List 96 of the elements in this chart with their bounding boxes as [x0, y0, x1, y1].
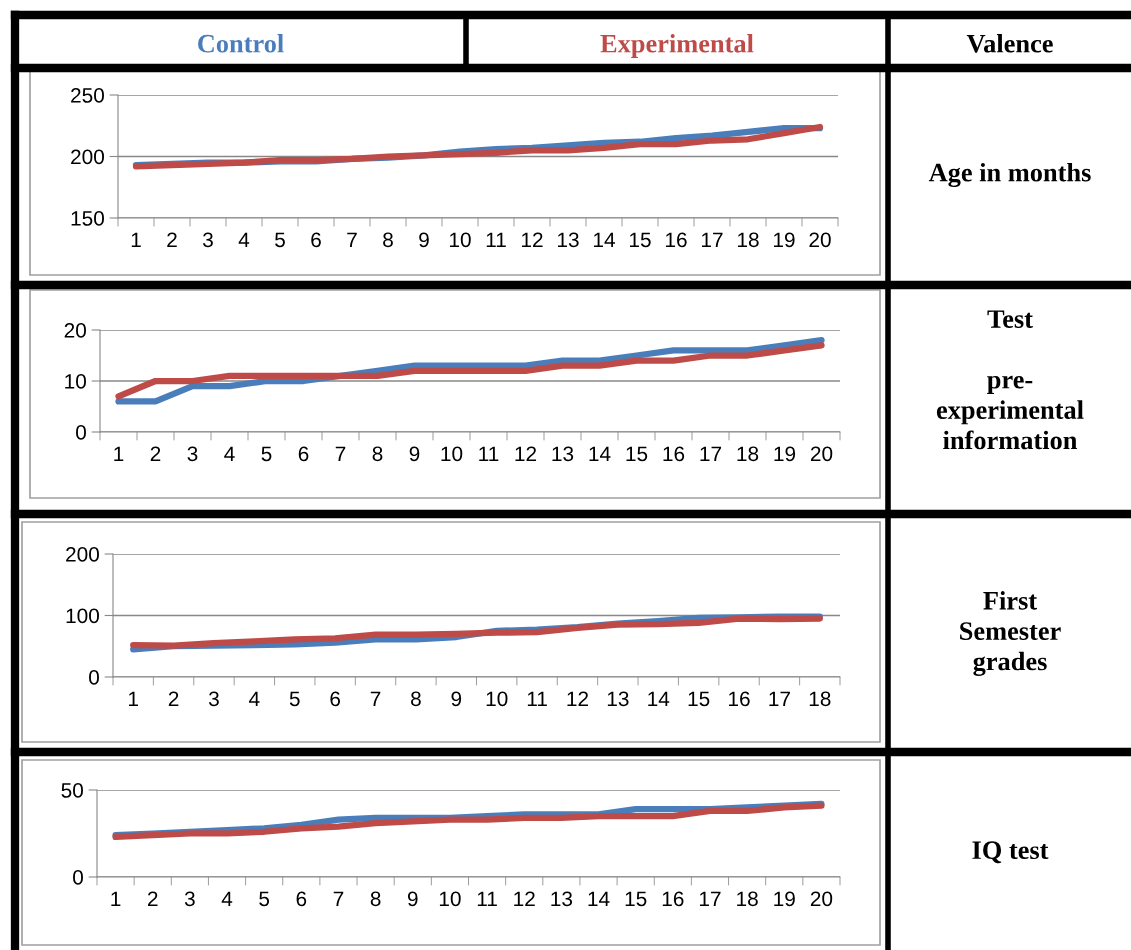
x-tick-label: 14	[594, 232, 615, 247]
x-tick-label: 18	[737, 891, 758, 907]
x-tick-label: 2	[168, 691, 179, 706]
x-tick-label: 1	[128, 691, 138, 706]
x-tick-label: 5	[259, 891, 270, 907]
x-tick-label: 9	[419, 232, 429, 248]
x-tick-label: 9	[407, 891, 418, 907]
x-tick-label: 15	[625, 891, 647, 907]
x-tick-label: 4	[221, 891, 233, 906]
x-tick-label: 10	[486, 691, 508, 707]
x-tick-label: 20	[810, 446, 833, 462]
x-tick-label: 14	[589, 446, 611, 461]
x-tick-label: 10	[441, 446, 463, 462]
x-tick-label: 7	[347, 232, 357, 247]
y-tick-label: 150	[71, 211, 104, 226]
y-tick-label: 250	[71, 88, 104, 103]
text: IQ test	[972, 841, 1049, 864]
x-tick-label: 5	[289, 691, 300, 707]
x-tick-label: 18	[738, 232, 759, 248]
x-tick-label: 4	[249, 691, 260, 706]
x-tick-label: 18	[737, 446, 759, 462]
x-tick-label: 15	[630, 232, 651, 248]
y-tick-label: 0	[76, 425, 86, 440]
x-tick-label: 13	[551, 891, 573, 907]
x-tick-label: 11	[479, 446, 499, 461]
y-tick-label: 200	[66, 547, 99, 562]
x-tick-label: 1	[131, 232, 141, 247]
y-tick-label: 20	[64, 323, 86, 338]
x-tick-label: 3	[187, 446, 198, 462]
x-tick-label: 6	[330, 691, 341, 707]
x-tick-label: 6	[298, 446, 309, 462]
x-tick-label: 11	[486, 232, 506, 247]
x-tick-label: 9	[451, 691, 462, 707]
x-tick-label: 3	[184, 891, 195, 907]
text: First Semester grades	[960, 591, 1061, 676]
x-tick-label: 8	[372, 446, 383, 462]
x-tick-label: 4	[224, 446, 235, 461]
text: Control	[198, 34, 284, 53]
text: Valence	[966, 34, 1053, 53]
x-tick-label: 3	[203, 232, 213, 248]
x-tick-label: 12	[522, 232, 543, 247]
x-tick-label: 10	[439, 891, 461, 907]
y-tick-label: 200	[71, 149, 104, 165]
x-tick-label: 17	[769, 691, 790, 706]
x-tick-label: 20	[810, 891, 833, 907]
x-tick-label: 17	[700, 446, 722, 461]
x-tick-label: 8	[383, 232, 393, 248]
y-tick-label: 0	[73, 870, 83, 885]
x-tick-label: 7	[370, 691, 381, 706]
x-tick-label: 8	[411, 691, 421, 707]
x-tick-label: 3	[208, 691, 219, 707]
x-tick-label: 12	[567, 691, 589, 706]
x-tick-label: 12	[515, 446, 537, 461]
x-tick-label: 9	[409, 446, 420, 462]
x-tick-label: 6	[296, 891, 307, 907]
x-tick-label: 10	[450, 232, 471, 248]
x-tick-label: 13	[552, 446, 574, 462]
y-tick-label: 50	[61, 783, 83, 798]
x-tick-label: 17	[702, 232, 723, 247]
x-tick-label: 2	[147, 891, 158, 906]
x-tick-label: 1	[111, 891, 121, 906]
x-tick-label: 7	[333, 891, 344, 906]
x-tick-label: 11	[527, 691, 547, 706]
y-tick-label: 0	[89, 670, 99, 685]
x-tick-label: 19	[774, 446, 796, 462]
x-tick-label: 2	[167, 232, 177, 247]
x-tick-label: 14	[588, 891, 610, 906]
x-tick-label: 16	[663, 446, 685, 462]
x-tick-label: 4	[238, 232, 250, 247]
x-tick-label: 16	[662, 891, 684, 907]
x-tick-label: 13	[558, 232, 579, 248]
x-tick-label: 7	[335, 446, 346, 461]
x-tick-label: 2	[150, 446, 161, 461]
x-tick-label: 15	[688, 691, 710, 707]
x-tick-label: 11	[477, 891, 497, 906]
text: Age in months	[928, 162, 1091, 188]
x-tick-label: 5	[261, 446, 272, 462]
text: Test pre- experimental information	[936, 310, 1084, 450]
x-tick-label: 13	[607, 691, 629, 707]
y-tick-label: 10	[65, 374, 86, 389]
x-tick-label: 18	[809, 691, 831, 707]
y-tick-label: 100	[66, 608, 99, 624]
x-tick-label: 15	[626, 446, 648, 462]
x-tick-label: 19	[774, 891, 795, 907]
text: Experimental	[600, 34, 754, 58]
x-tick-label: 8	[370, 891, 381, 907]
x-tick-label: 20	[809, 232, 831, 248]
x-tick-label: 1	[114, 446, 124, 461]
x-tick-label: 17	[699, 891, 721, 906]
x-tick-label: 16	[729, 691, 750, 707]
x-tick-label: 12	[514, 891, 535, 906]
x-tick-label: 5	[275, 232, 285, 248]
x-tick-label: 6	[311, 232, 321, 248]
x-tick-label: 19	[774, 232, 795, 248]
x-tick-label: 16	[666, 232, 687, 248]
x-tick-label: 14	[648, 691, 670, 706]
